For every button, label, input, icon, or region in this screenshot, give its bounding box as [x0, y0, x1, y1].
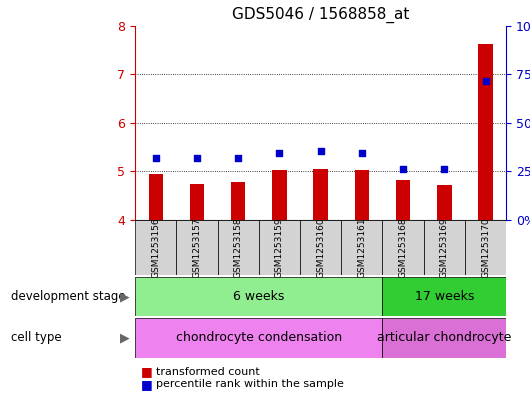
FancyBboxPatch shape [465, 220, 506, 275]
Text: ▶: ▶ [120, 331, 130, 345]
FancyBboxPatch shape [135, 220, 176, 275]
Text: development stage: development stage [11, 290, 125, 303]
Text: GSM1253158: GSM1253158 [234, 217, 243, 278]
FancyBboxPatch shape [383, 220, 423, 275]
Bar [272, 171, 287, 220]
FancyBboxPatch shape [300, 220, 341, 275]
FancyBboxPatch shape [218, 220, 259, 275]
Text: transformed count: transformed count [156, 367, 260, 377]
Bar [148, 174, 163, 220]
FancyBboxPatch shape [176, 220, 218, 275]
Point [193, 155, 201, 161]
Text: articular chondrocyte: articular chondrocyte [377, 331, 511, 345]
Text: ■: ■ [140, 365, 152, 378]
FancyBboxPatch shape [259, 220, 300, 275]
Bar [190, 184, 204, 220]
Bar [478, 44, 493, 220]
Text: ■: ■ [140, 378, 152, 391]
FancyBboxPatch shape [135, 277, 383, 316]
Point [440, 166, 448, 172]
Bar [437, 185, 452, 220]
Point [316, 147, 325, 154]
Text: cell type: cell type [11, 331, 61, 345]
Point [481, 77, 490, 84]
Text: ▶: ▶ [120, 290, 130, 303]
Text: GSM1253156: GSM1253156 [151, 217, 160, 278]
Text: GSM1253170: GSM1253170 [481, 217, 490, 278]
Text: GSM1253169: GSM1253169 [440, 217, 449, 278]
Text: GSM1253161: GSM1253161 [357, 217, 366, 278]
Point [275, 150, 284, 156]
Title: GDS5046 / 1568858_at: GDS5046 / 1568858_at [232, 7, 409, 23]
FancyBboxPatch shape [383, 318, 506, 358]
Bar [396, 180, 410, 220]
Bar [355, 171, 369, 220]
Text: GSM1253157: GSM1253157 [192, 217, 201, 278]
Point [399, 166, 408, 172]
Bar [313, 169, 328, 220]
Text: percentile rank within the sample: percentile rank within the sample [156, 379, 344, 389]
Bar [231, 182, 245, 220]
FancyBboxPatch shape [423, 220, 465, 275]
FancyBboxPatch shape [135, 318, 383, 358]
Text: GSM1253168: GSM1253168 [399, 217, 408, 278]
Text: 6 weeks: 6 weeks [233, 290, 285, 303]
Point [234, 155, 242, 162]
Text: GSM1253160: GSM1253160 [316, 217, 325, 278]
FancyBboxPatch shape [383, 277, 506, 316]
Text: 17 weeks: 17 weeks [414, 290, 474, 303]
Text: GSM1253159: GSM1253159 [275, 217, 284, 278]
Point [152, 155, 160, 161]
Text: chondrocyte condensation: chondrocyte condensation [176, 331, 342, 345]
Point [358, 150, 366, 156]
FancyBboxPatch shape [341, 220, 383, 275]
